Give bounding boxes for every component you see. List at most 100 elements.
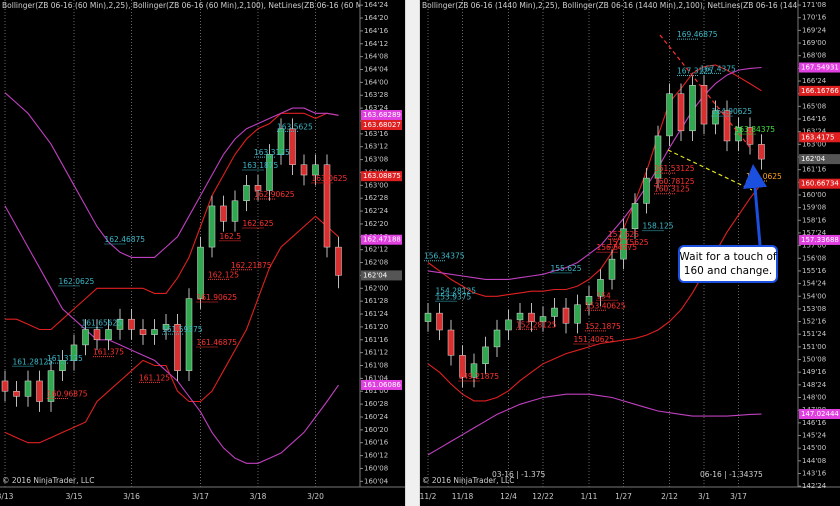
- price-annotation: 157.15625: [608, 238, 649, 247]
- price-annotation: 152.28125: [516, 320, 557, 329]
- y-tick-label: 149'16: [802, 368, 827, 376]
- price-annotation: 161.90625: [197, 293, 238, 302]
- price-annotation: 163.84375: [735, 125, 776, 134]
- price-annotation: 160.78125: [654, 177, 695, 186]
- candle-body: [59, 360, 66, 371]
- candle-body: [82, 329, 89, 346]
- price-annotation: 161.65625: [82, 319, 123, 328]
- price-flag-label: 147.02444: [801, 410, 839, 418]
- y-tick-label: 162'08: [364, 259, 388, 267]
- candle-body: [482, 346, 489, 365]
- candle-body: [277, 128, 285, 155]
- price-flag-label: 167.54931: [801, 64, 839, 72]
- price-annotation: 153.40625: [585, 301, 626, 310]
- price-flag-label: 162'04: [801, 155, 826, 163]
- y-tick-label: 170'16: [802, 14, 827, 22]
- candle-body: [105, 329, 112, 341]
- candle-body: [254, 185, 262, 191]
- x-tick-label: 2/12: [661, 492, 678, 501]
- candle-body: [174, 324, 181, 371]
- price-annotation: 161.3125: [47, 354, 83, 363]
- x-tick-label: 3/16: [123, 492, 140, 501]
- price-flag-label: 163.4175: [801, 133, 834, 141]
- candle-body: [643, 177, 650, 204]
- y-tick-label: 162'00: [364, 284, 388, 292]
- candle-body: [323, 164, 331, 248]
- indicator-header: Bollinger(ZB 06-16 (1440 Min),2,25), Bol…: [422, 1, 840, 10]
- candle-body: [47, 370, 55, 402]
- y-tick-label: 161'24: [364, 310, 389, 318]
- plot-area: Bollinger(ZB 06-16 (60 Min),2,25), Bolli…: [1, 0, 437, 487]
- x-tick-label: 3/1: [698, 492, 710, 501]
- indicator-header: Bollinger(ZB 06-16 (60 Min),2,25), Bolli…: [2, 1, 437, 10]
- candle-body: [551, 307, 558, 317]
- price-annotation: 161.375: [93, 348, 124, 357]
- price-annotation: 161.59375: [162, 325, 203, 334]
- x-tick-label: 3/18: [250, 492, 267, 501]
- price-annotation: 155.625: [551, 264, 582, 273]
- price-flag-label: 162.47188: [363, 236, 401, 244]
- price-annotation: 162.125: [208, 270, 239, 279]
- candle-body: [631, 203, 639, 229]
- price-annotation: 163.0625: [312, 174, 348, 183]
- price-annotation: 161.125: [139, 373, 170, 382]
- left-chart: Bollinger(ZB 06-16 (60 Min),2,25), Bolli…: [0, 0, 437, 501]
- y-tick-label: 164'20: [364, 14, 388, 22]
- x-tick-label: 1/11: [581, 492, 598, 501]
- candle-body: [516, 312, 524, 321]
- y-tick-label: 161'16: [802, 166, 827, 174]
- bollinger-band: [4, 92, 339, 258]
- candle-body: [24, 380, 32, 397]
- x-tick-label: 1/27: [615, 492, 632, 501]
- price-annotation: 161.28125: [13, 357, 54, 366]
- candle-body: [447, 329, 455, 356]
- price-flag: [799, 154, 840, 165]
- price-flag: [799, 409, 840, 420]
- x-tick-label: 12/22: [532, 492, 554, 501]
- trend-line: [667, 149, 753, 191]
- y-tick-label: 162'24: [364, 207, 389, 215]
- candle-body: [459, 355, 466, 378]
- y-tick-label: 159'08: [802, 204, 826, 212]
- price-annotation: 161.0625: [746, 172, 782, 181]
- price-annotation: 167.3125: [677, 67, 713, 76]
- candle-body: [139, 329, 147, 335]
- y-tick-label: 161'00: [364, 387, 388, 395]
- candle-body: [597, 279, 604, 297]
- y-tick-label: 150'08: [802, 356, 826, 364]
- y-tick-label: 160'00: [802, 191, 826, 199]
- copyright: © 2016 NinjaTrader, LLC: [2, 476, 94, 485]
- price-flag-label: 163.08875: [363, 172, 401, 180]
- callout-text: 160 and change.: [684, 265, 772, 277]
- y-tick-label: 164'16: [802, 115, 827, 123]
- price-annotation: 161.46875: [197, 338, 238, 347]
- y-tick-label: 161'16: [364, 336, 389, 344]
- y-tick-label: 163'24: [364, 104, 389, 112]
- panel-divider-inner: [406, 0, 419, 506]
- candle-body: [116, 318, 124, 330]
- price-annotation: 163.1875: [243, 161, 279, 170]
- price-annotation: 154.28125: [436, 287, 477, 296]
- candle-body: [335, 246, 342, 276]
- price-annotation: 167.4375: [700, 64, 736, 73]
- candle-body: [312, 164, 319, 176]
- y-tick-label: 164'08: [364, 53, 388, 61]
- x-tick-label: 3/15: [66, 492, 83, 501]
- contract-note: 06-16 | -1.34375: [700, 470, 763, 479]
- y-tick-label: 164'04: [364, 65, 389, 73]
- candle-body: [608, 258, 616, 280]
- candle-body: [574, 304, 581, 324]
- y-tick-label: 169'00: [802, 39, 826, 47]
- y-tick-label: 158'16: [802, 216, 827, 224]
- price-flag: [361, 270, 402, 281]
- candle-body: [562, 307, 570, 324]
- y-tick-label: 143'16: [802, 469, 827, 477]
- candle-body: [13, 390, 20, 397]
- price-annotation: 162.0625: [59, 277, 95, 286]
- price-flag-label: 163.68027: [363, 121, 401, 129]
- candle-body: [128, 318, 135, 330]
- price-flag: [361, 234, 402, 245]
- y-tick-label: 163'00: [364, 181, 388, 189]
- candle-body: [70, 344, 78, 361]
- y-tick-label: 152'16: [802, 318, 827, 326]
